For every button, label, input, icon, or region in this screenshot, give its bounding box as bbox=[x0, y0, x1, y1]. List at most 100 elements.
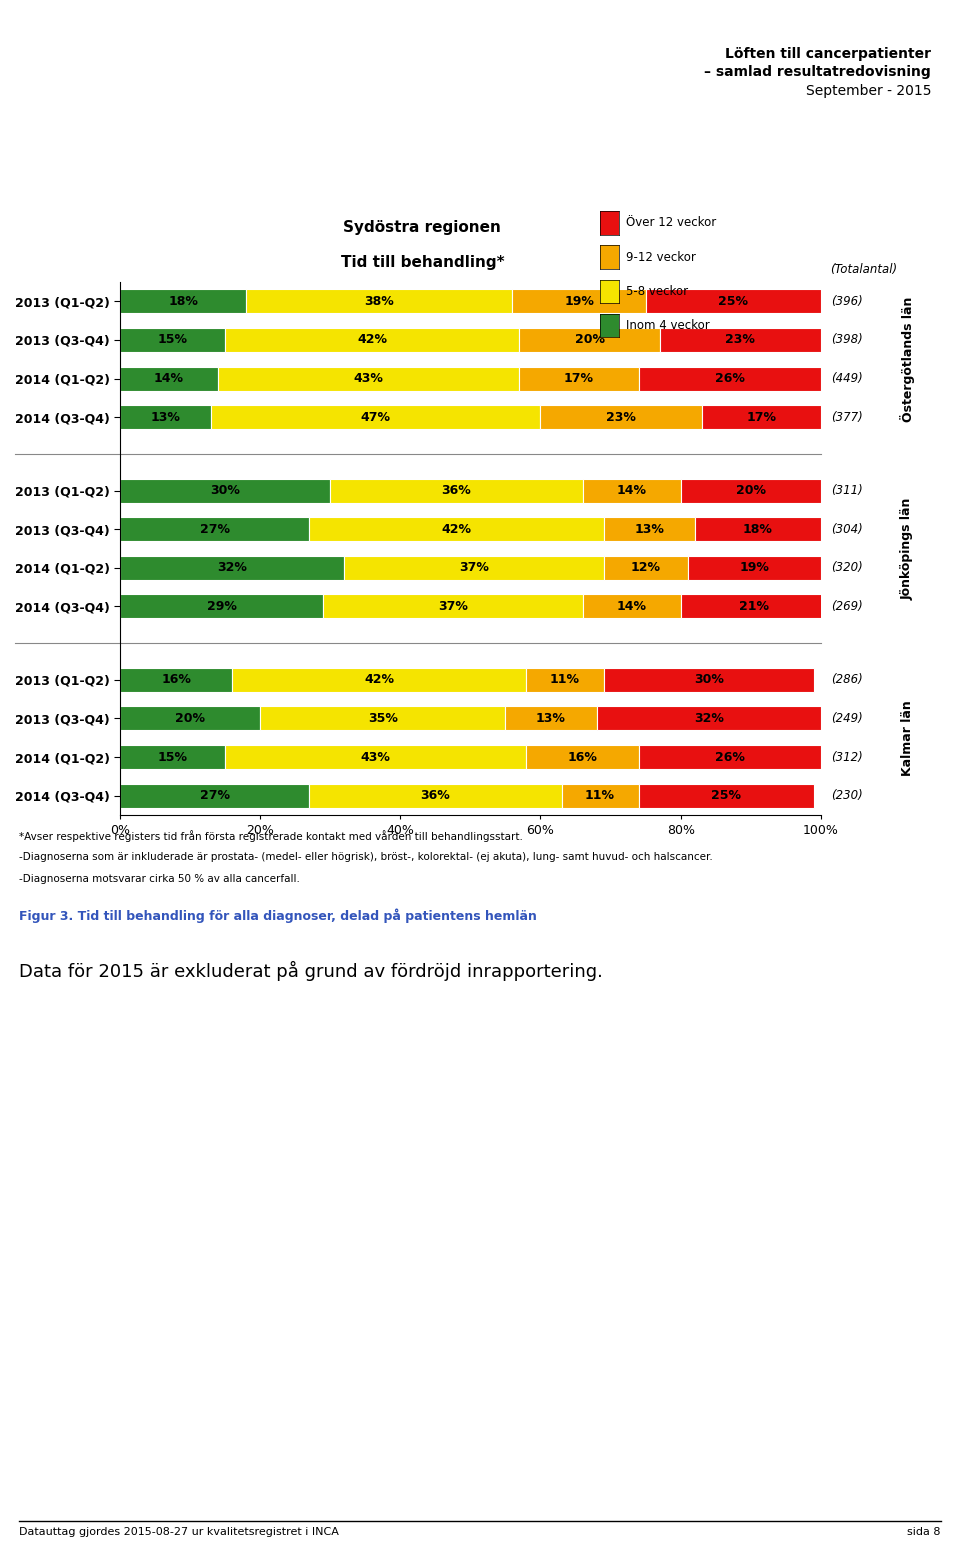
Bar bbox=[583, 594, 681, 619]
Text: Sydöstra regionen: Sydöstra regionen bbox=[344, 221, 501, 235]
Text: 43%: 43% bbox=[354, 372, 384, 386]
Text: 14%: 14% bbox=[154, 372, 184, 386]
Text: (312): (312) bbox=[831, 751, 863, 764]
Bar bbox=[225, 328, 519, 351]
Text: 18%: 18% bbox=[168, 295, 198, 308]
Text: 32%: 32% bbox=[217, 561, 247, 574]
Text: 15%: 15% bbox=[157, 333, 187, 347]
Bar bbox=[687, 555, 821, 580]
Text: – samlad resultatredovisning: – samlad resultatredovisning bbox=[705, 65, 931, 79]
Text: (Totalantal): (Totalantal) bbox=[830, 263, 898, 277]
Text: (396): (396) bbox=[831, 295, 863, 308]
Bar bbox=[638, 784, 814, 807]
Bar bbox=[120, 784, 309, 807]
Text: 36%: 36% bbox=[420, 790, 450, 802]
Bar bbox=[638, 367, 821, 390]
Text: 26%: 26% bbox=[715, 372, 745, 386]
Text: 16%: 16% bbox=[567, 751, 597, 764]
Text: Data för 2015 är exkluderat på grund av fördröjd inrapportering.: Data för 2015 är exkluderat på grund av … bbox=[19, 961, 603, 981]
Text: (304): (304) bbox=[831, 522, 863, 535]
Text: Kalmar län: Kalmar län bbox=[900, 700, 914, 776]
Text: 27%: 27% bbox=[200, 522, 229, 535]
Bar bbox=[218, 367, 519, 390]
Bar bbox=[246, 289, 513, 313]
Text: 25%: 25% bbox=[718, 295, 748, 308]
Bar bbox=[120, 289, 246, 313]
Text: Över 12 veckor: Över 12 veckor bbox=[626, 216, 716, 230]
Text: 29%: 29% bbox=[206, 600, 236, 613]
Text: (230): (230) bbox=[831, 790, 863, 802]
Text: (286): (286) bbox=[831, 673, 863, 686]
Bar bbox=[638, 745, 821, 770]
Bar bbox=[345, 555, 604, 580]
Text: 47%: 47% bbox=[361, 411, 391, 423]
Bar bbox=[519, 367, 638, 390]
Text: (377): (377) bbox=[831, 411, 863, 423]
Text: 38%: 38% bbox=[365, 295, 395, 308]
Text: 17%: 17% bbox=[746, 411, 777, 423]
Text: 15%: 15% bbox=[157, 751, 187, 764]
Text: September - 2015: September - 2015 bbox=[805, 84, 931, 98]
Bar bbox=[604, 518, 695, 541]
Bar bbox=[260, 706, 505, 731]
Text: 11%: 11% bbox=[550, 673, 580, 686]
Text: -Diagnoserna motsvarar cirka 50 % av alla cancerfall.: -Diagnoserna motsvarar cirka 50 % av all… bbox=[19, 874, 300, 885]
Text: Inom 4 veckor: Inom 4 veckor bbox=[626, 319, 709, 333]
Bar bbox=[660, 328, 821, 351]
Bar bbox=[211, 406, 540, 429]
Text: 13%: 13% bbox=[536, 712, 566, 725]
Text: -Diagnoserna som är inkluderade är prostata- (medel- eller högrisk), bröst-, kol: -Diagnoserna som är inkluderade är prost… bbox=[19, 852, 713, 863]
Text: (269): (269) bbox=[831, 600, 863, 613]
Text: 30%: 30% bbox=[694, 673, 724, 686]
Text: 17%: 17% bbox=[564, 372, 594, 386]
Text: 19%: 19% bbox=[564, 295, 594, 308]
Text: 30%: 30% bbox=[210, 484, 240, 498]
Text: Tid till behandling*: Tid till behandling* bbox=[341, 255, 504, 269]
Text: Löften till cancerpatienter: Löften till cancerpatienter bbox=[725, 47, 931, 61]
Text: 13%: 13% bbox=[151, 411, 180, 423]
Bar bbox=[309, 784, 562, 807]
Text: Figur 3. Tid till behandling för alla diagnoser, delad på patientens hemlän: Figur 3. Tid till behandling för alla di… bbox=[19, 910, 537, 924]
Text: 14%: 14% bbox=[616, 484, 647, 498]
Bar bbox=[526, 745, 638, 770]
Text: 35%: 35% bbox=[368, 712, 397, 725]
Text: 19%: 19% bbox=[739, 561, 769, 574]
Text: 16%: 16% bbox=[161, 673, 191, 686]
Text: 32%: 32% bbox=[694, 712, 724, 725]
Bar bbox=[324, 594, 583, 619]
Text: 27%: 27% bbox=[200, 790, 229, 802]
Text: 12%: 12% bbox=[631, 561, 660, 574]
Bar bbox=[330, 479, 583, 502]
Text: 23%: 23% bbox=[606, 411, 636, 423]
Text: sida 8: sida 8 bbox=[907, 1527, 941, 1536]
Bar bbox=[120, 406, 211, 429]
Bar bbox=[604, 555, 687, 580]
Text: 42%: 42% bbox=[442, 522, 471, 535]
Bar bbox=[526, 667, 604, 692]
Bar bbox=[120, 367, 218, 390]
Text: 18%: 18% bbox=[743, 522, 773, 535]
Bar bbox=[120, 706, 260, 731]
Bar bbox=[702, 406, 821, 429]
Text: 37%: 37% bbox=[438, 600, 468, 613]
Bar bbox=[583, 479, 681, 502]
Text: 20%: 20% bbox=[735, 484, 766, 498]
Bar bbox=[225, 745, 526, 770]
Text: (398): (398) bbox=[831, 333, 863, 347]
Bar bbox=[120, 667, 232, 692]
Bar bbox=[309, 518, 604, 541]
Bar bbox=[120, 479, 330, 502]
Bar bbox=[596, 706, 821, 731]
Text: (311): (311) bbox=[831, 484, 863, 498]
Bar bbox=[540, 406, 702, 429]
Text: 37%: 37% bbox=[459, 561, 489, 574]
Text: 43%: 43% bbox=[361, 751, 391, 764]
Text: (320): (320) bbox=[831, 561, 863, 574]
Text: Jönköpings län: Jönköpings län bbox=[900, 498, 914, 600]
Text: 42%: 42% bbox=[364, 673, 395, 686]
Bar bbox=[645, 289, 821, 313]
Text: 9-12 veckor: 9-12 veckor bbox=[626, 250, 696, 264]
Bar bbox=[505, 706, 596, 731]
Bar bbox=[562, 784, 638, 807]
Bar bbox=[681, 479, 821, 502]
